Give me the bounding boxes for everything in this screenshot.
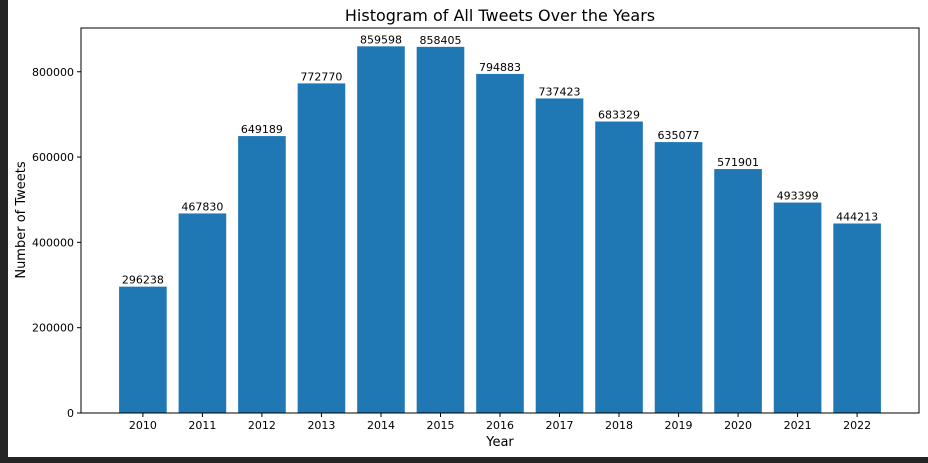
bar-2016 bbox=[476, 73, 524, 414]
bar-2010 bbox=[119, 286, 167, 413]
y-tick-label-600000: 600000 bbox=[32, 151, 74, 164]
data-labels-layer: 296238 467830 649189 772770 859598 858405 7948… bbox=[122, 33, 878, 286]
x-tick-label-2017: 2017 bbox=[546, 419, 574, 432]
y-tick-label-800000: 800000 bbox=[32, 66, 74, 79]
x-axis: 2010 2011 2012 2013 2014 2015 2016 2017 2018 2019… bbox=[129, 413, 871, 432]
x-tick-label-2020: 2020 bbox=[724, 419, 752, 432]
bar-2019 bbox=[654, 142, 703, 414]
x-tick-label-2016: 2016 bbox=[486, 419, 514, 432]
x-tick-label-2014: 2014 bbox=[367, 419, 395, 432]
bar-2012 bbox=[238, 136, 286, 413]
data-label-2021: 493399 bbox=[777, 190, 819, 203]
data-label-2017: 737423 bbox=[539, 85, 581, 98]
data-label-2016: 794883 bbox=[479, 61, 521, 74]
x-axis-label: Year bbox=[485, 435, 514, 450]
bars-layer bbox=[119, 46, 881, 414]
y-axis: 0 200000 400000 600000 800000 bbox=[32, 66, 81, 420]
x-tick-label-2015: 2015 bbox=[426, 419, 454, 432]
data-label-2018: 683329 bbox=[598, 109, 640, 122]
bar-2020 bbox=[714, 169, 762, 413]
data-label-2015: 858405 bbox=[419, 34, 461, 47]
data-label-2022: 444213 bbox=[836, 211, 878, 224]
x-tick-label-2018: 2018 bbox=[605, 419, 633, 432]
data-label-2012: 649189 bbox=[241, 123, 283, 136]
plot-frame bbox=[80, 27, 920, 414]
bar-chart: Histogram of All Tweets Over the Years 2… bbox=[14, 6, 920, 450]
data-label-2011: 467830 bbox=[181, 200, 223, 213]
y-tick-label-400000: 400000 bbox=[32, 236, 74, 249]
data-label-2010: 296238 bbox=[122, 274, 164, 287]
x-tick-label-2012: 2012 bbox=[248, 419, 276, 432]
y-tick-label-0: 0 bbox=[67, 407, 74, 420]
x-tick-label-2010: 2010 bbox=[129, 419, 157, 432]
bar-2017 bbox=[535, 98, 584, 413]
data-label-2019: 635077 bbox=[658, 129, 700, 142]
y-axis-label: Number of Tweets bbox=[14, 161, 29, 279]
bar-2014 bbox=[357, 46, 405, 413]
bar-2022 bbox=[833, 223, 881, 413]
chart-title: Histogram of All Tweets Over the Years bbox=[345, 6, 655, 25]
x-tick-label-2019: 2019 bbox=[665, 419, 693, 432]
x-tick-label-2011: 2011 bbox=[188, 419, 216, 432]
data-label-2020: 571901 bbox=[717, 156, 759, 169]
x-tick-label-2022: 2022 bbox=[843, 419, 871, 432]
bar-2021 bbox=[773, 202, 822, 413]
bar-2018 bbox=[595, 121, 643, 413]
y-tick-label-200000: 200000 bbox=[32, 322, 74, 335]
x-tick-label-2013: 2013 bbox=[307, 419, 335, 432]
x-tick-label-2021: 2021 bbox=[784, 419, 812, 432]
data-label-2014: 859598 bbox=[360, 33, 402, 46]
chart-figure: Histogram of All Tweets Over the Years 2… bbox=[8, 0, 928, 457]
bar-2013 bbox=[297, 83, 346, 414]
data-label-2013: 772770 bbox=[300, 70, 342, 83]
bar-2015 bbox=[416, 46, 465, 413]
bar-2011 bbox=[178, 213, 227, 413]
